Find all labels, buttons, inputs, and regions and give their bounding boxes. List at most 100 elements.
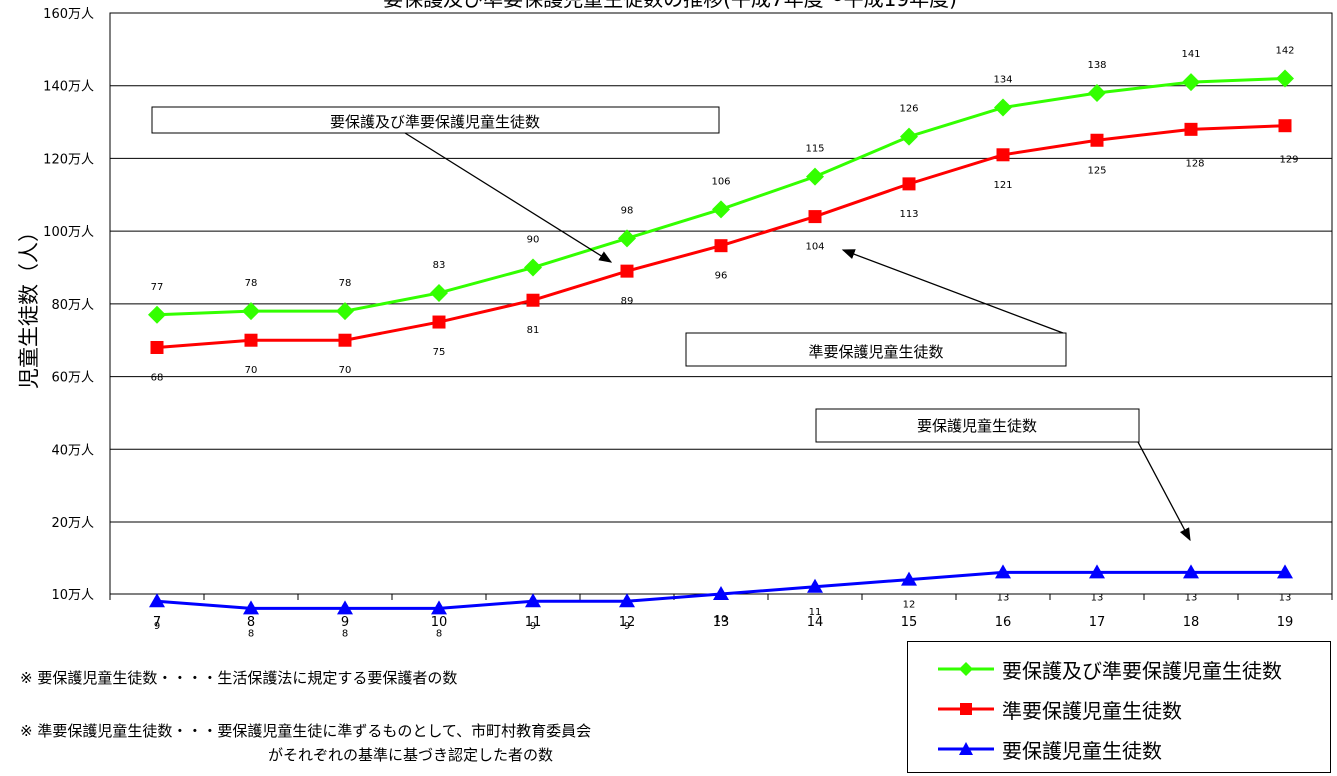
point-semi-14	[808, 210, 822, 224]
annotation-protected-arrow	[1137, 441, 1191, 542]
x-tick-label-8: 8	[247, 615, 255, 630]
data-label-semi-15: 113	[899, 209, 918, 220]
data-label-total-10: 83	[433, 260, 446, 271]
data-label-protected-7: 9	[154, 621, 160, 632]
data-label-semi-11: 81	[527, 325, 540, 336]
data-label-total-11: 90	[527, 235, 540, 246]
legend-label-total: 要保護及び準要保護児童生徒数	[1002, 658, 1282, 683]
annotation-total: 要保護及び準要保護児童生徒数	[151, 106, 720, 263]
y-tick-label-10: 10万人	[51, 588, 94, 603]
y-tick-label-60: 60万人	[51, 371, 94, 386]
x-tick-label-10: 10	[431, 615, 448, 630]
data-label-semi-9: 70	[339, 365, 352, 376]
legend-swatch-semi	[938, 703, 994, 715]
data-label-semi-18: 128	[1185, 158, 1204, 169]
data-label-total-8: 78	[245, 278, 258, 289]
point-protected-9	[337, 600, 353, 615]
legend-label-semi: 準要保護児童生徒数	[1002, 698, 1182, 723]
y-axis-label: 児童生徒数（人）	[17, 221, 41, 389]
point-semi-11	[526, 293, 540, 307]
point-semi-8	[244, 333, 258, 347]
annotation-semi-arrow	[841, 249, 1064, 334]
data-label-semi-17: 125	[1087, 165, 1106, 176]
point-total-14	[806, 167, 824, 186]
point-total-8	[242, 302, 260, 321]
point-protected-17	[1089, 564, 1105, 579]
legend-swatch-protected	[938, 742, 994, 755]
annotation-protected: 要保護児童生徒数	[815, 408, 1191, 542]
data-label-protected-10: 8	[436, 628, 442, 639]
point-total-7	[148, 305, 166, 324]
data-label-protected-14: 11	[809, 607, 822, 618]
data-label-semi-16: 121	[993, 180, 1012, 191]
chart: 要保護及び準要保護児童生徒数の推移(平成7年度〜平成19年度) 10万人 20万人…	[17, 0, 1333, 639]
x-tick-label-9: 9	[341, 615, 349, 630]
point-protected-11	[525, 593, 541, 608]
data-label-semi-13: 96	[715, 271, 728, 282]
data-label-semi-14: 104	[805, 242, 824, 253]
x-tick-label-7: 7	[153, 615, 161, 630]
data-label-semi-12: 89	[621, 296, 634, 307]
axes: 10万人 20万人 40万人 60万人 80万人 100万人 120万人 140万人 160万人…	[43, 7, 1333, 630]
data-label-protected-8: 8	[248, 628, 254, 639]
data-label-protected-12: 9	[624, 621, 630, 632]
point-total-13	[712, 200, 730, 219]
gridlines	[110, 85, 1332, 523]
data-label-protected-16: 13	[997, 592, 1010, 603]
y-tick-label-120: 120万人	[43, 152, 94, 167]
data-label-total-16: 134	[993, 75, 1012, 86]
point-protected-18	[1183, 564, 1199, 579]
point-total-12	[618, 229, 636, 248]
data-label-semi-19: 129	[1279, 155, 1298, 166]
x-tick-label-11: 11	[525, 615, 542, 630]
annotation-protected-label: 要保護児童生徒数	[917, 417, 1037, 435]
data-label-protected-11: 9	[530, 621, 536, 632]
point-protected-15	[901, 571, 917, 586]
point-total-11	[524, 258, 542, 277]
y-tick-label-40: 40万人	[51, 443, 94, 458]
y-tick-label-100: 100万人	[43, 225, 94, 240]
legend-swatch-total	[938, 662, 994, 676]
footnote-semi: ※ 準要保護児童生徒数・・・要保護児童生徒に準ずるものとして、市町村教育委員会	[20, 722, 592, 740]
data-label-total-17: 138	[1087, 60, 1106, 71]
point-protected-16	[995, 564, 1011, 579]
footnote-semi-cont: がそれぞれの基準に基づき認定した者の数	[268, 746, 554, 764]
point-semi-9	[338, 333, 352, 347]
point-protected-7	[149, 593, 165, 608]
annotation-semi-label: 準要保護児童生徒数	[808, 343, 943, 361]
point-semi-15	[902, 177, 916, 191]
data-label-total-15: 126	[899, 104, 918, 115]
legend: 要保護及び準要保護児童生徒数 準要保護児童生徒数 要保護児童生徒数	[907, 641, 1331, 773]
legend-item-total: 要保護及び準要保護児童生徒数	[936, 654, 1282, 684]
data-label-protected-19: 13	[1279, 592, 1292, 603]
point-total-16	[994, 98, 1012, 117]
legend-item-protected: 要保護児童生徒数	[936, 734, 1162, 764]
chart-title: 要保護及び準要保護児童生徒数の推移(平成7年度〜平成19年度)	[383, 0, 957, 11]
x-tick-label-12: 12	[619, 615, 636, 630]
point-semi-10	[432, 315, 446, 329]
data-label-total-14: 115	[805, 144, 824, 155]
data-label-total-19: 142	[1275, 45, 1294, 56]
annotation-total-arrow	[404, 132, 613, 263]
point-semi-12	[620, 264, 634, 278]
point-protected-14	[807, 578, 823, 593]
point-protected-13	[713, 586, 729, 600]
y-tick-label-20: 20万人	[51, 516, 94, 531]
x-tick-label-15: 15	[901, 615, 918, 630]
point-total-18	[1182, 73, 1200, 92]
data-label-protected-9: 8	[342, 628, 348, 639]
y-tick-label-160: 160万人	[43, 7, 94, 22]
point-protected-10	[431, 600, 447, 615]
y-tick-label-140: 140万人	[43, 80, 94, 95]
point-semi-16	[996, 148, 1010, 162]
point-total-15	[900, 127, 918, 146]
x-tick-label-13: 13	[713, 615, 730, 630]
data-label-total-18: 141	[1181, 49, 1200, 60]
data-label-protected-15: 12	[903, 600, 916, 611]
point-total-10	[430, 283, 448, 302]
point-semi-19	[1278, 119, 1292, 133]
x-tick-label-17: 17	[1089, 615, 1106, 630]
data-label-protected-17: 13	[1091, 592, 1104, 603]
y-tick-label-80: 80万人	[51, 298, 94, 313]
